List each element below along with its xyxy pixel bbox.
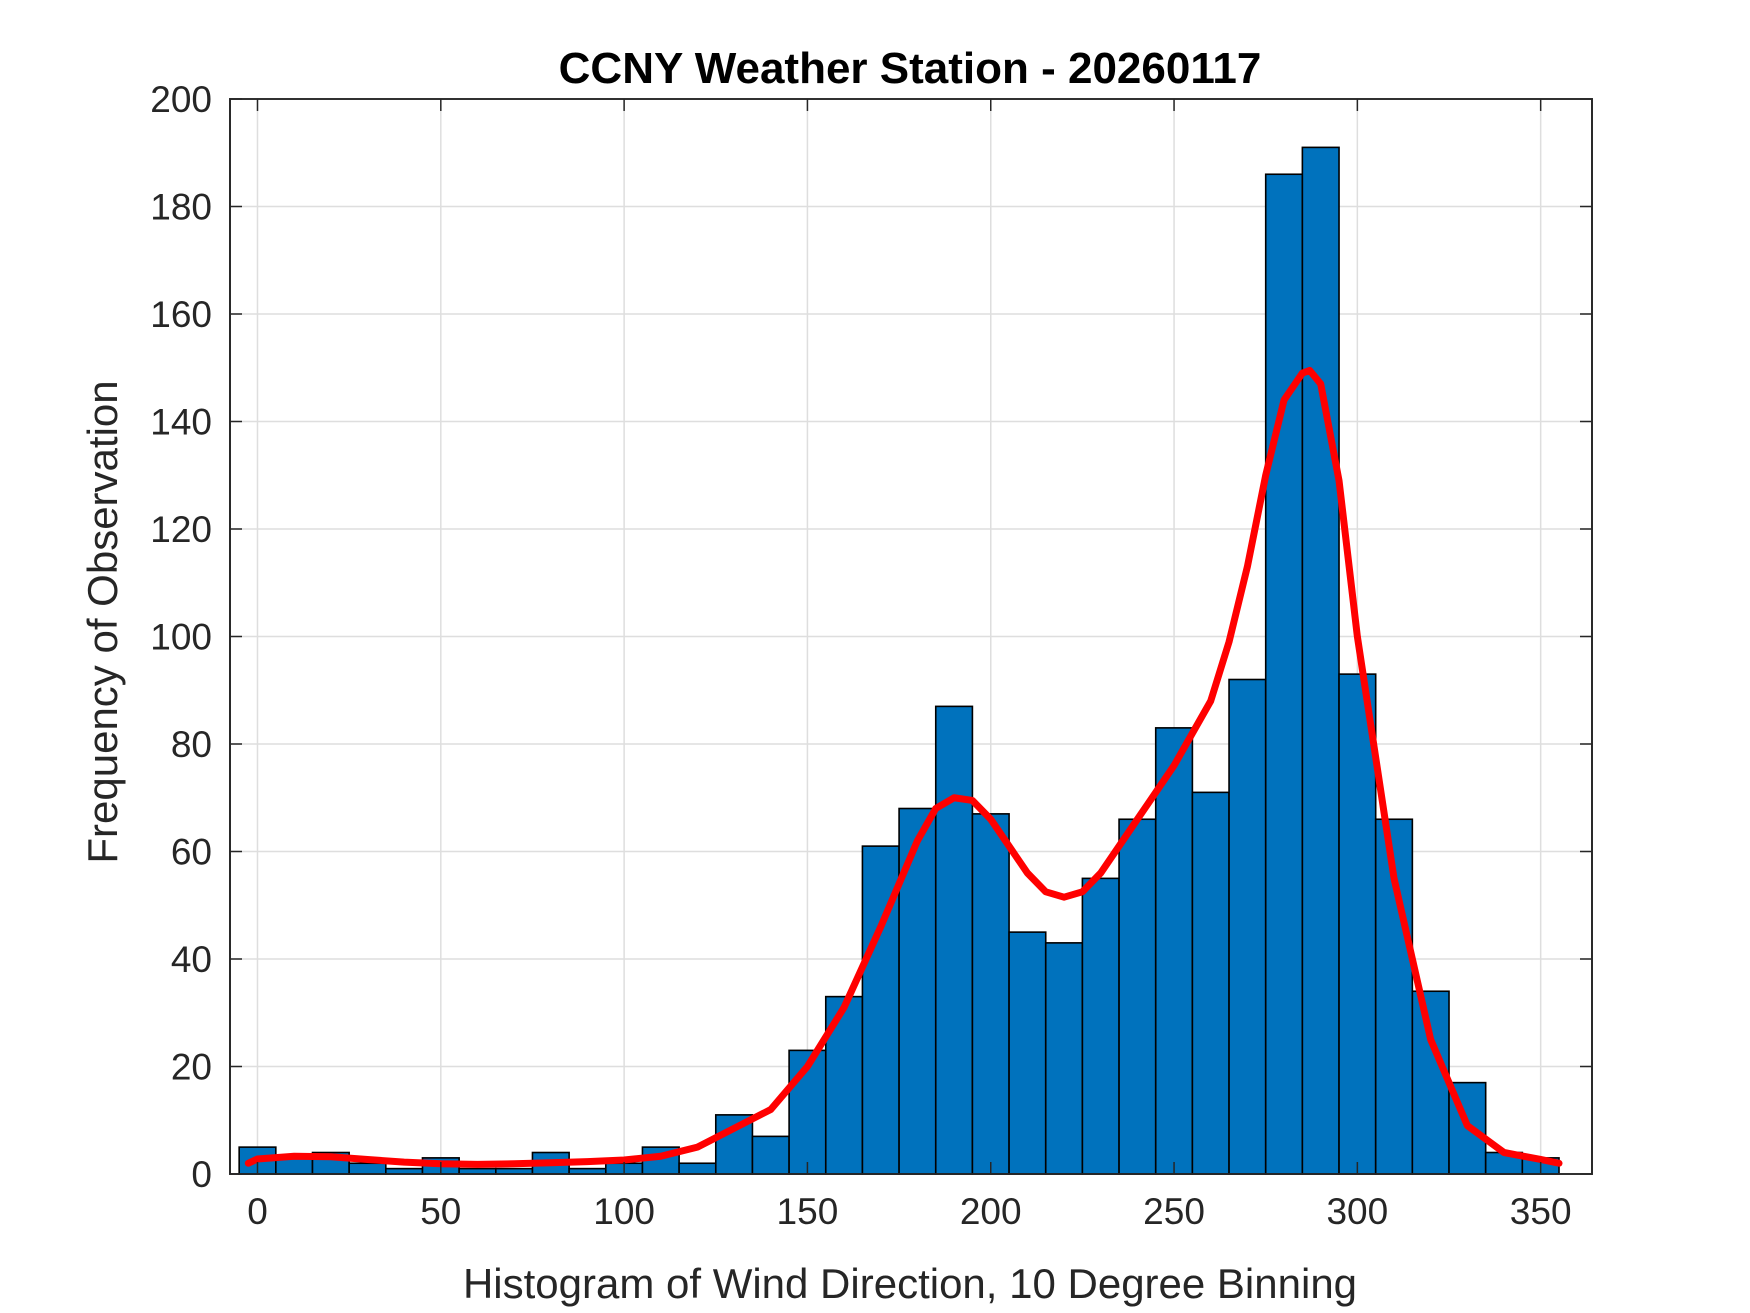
histogram-bar-260 (1191, 791, 1230, 1175)
fit-curve-line (244, 366, 1563, 1168)
x-tick-label-0: 0 (247, 1191, 268, 1232)
y-tick-label-2: 40 (171, 939, 212, 980)
x-axis-label: Histogram of Wind Direction, 10 Degree B… (463, 1260, 1357, 1307)
histogram-bar-240 (1118, 818, 1157, 1175)
x-tick-label-3: 150 (777, 1191, 839, 1232)
y-axis-label: Frequency of Observation (79, 380, 126, 863)
histogram-bar-320 (1411, 990, 1450, 1175)
y-tick-label-7: 140 (150, 402, 212, 443)
x-tick-label-1: 50 (420, 1191, 461, 1232)
x-tick-labels: 0 50 100 150 200 250 300 350 (247, 1191, 1571, 1232)
histogram-bar-290 (1301, 146, 1340, 1175)
y-tick-label-3: 60 (171, 832, 212, 873)
histogram-bar-200 (971, 813, 1010, 1175)
x-tick-label-7: 350 (1510, 1191, 1572, 1232)
y-tick-label-4: 80 (171, 724, 212, 765)
x-tick-label-4: 200 (960, 1191, 1022, 1232)
histogram-bar-120 (678, 1162, 717, 1175)
y-tick-label-9: 180 (150, 187, 212, 228)
histogram-bar-300 (1338, 673, 1377, 1175)
y-tick-label-5: 100 (150, 617, 212, 658)
y-tick-label-1: 20 (171, 1047, 212, 1088)
x-tick-label-2: 100 (593, 1191, 655, 1232)
plot-frame (229, 98, 1593, 1175)
histogram-bar-140 (751, 1135, 790, 1175)
chart-title: CCNY Weather Station - 20260117 (559, 44, 1262, 93)
y-tick-label-10: 200 (150, 79, 212, 120)
histogram-bar-180 (898, 807, 937, 1175)
axis-ticks (230, 98, 1592, 1175)
y-tick-label-0: 0 (191, 1154, 212, 1195)
histogram-bar-30 (348, 1162, 387, 1175)
histogram-bar-230 (1081, 877, 1120, 1175)
histogram-bar-210 (1008, 931, 1047, 1175)
y-tick-label-8: 160 (150, 294, 212, 335)
histogram-bar-250 (1154, 727, 1194, 1175)
histogram-bar-280 (1264, 173, 1304, 1175)
x-tick-label-5: 250 (1143, 1191, 1205, 1232)
histogram-bar-270 (1228, 678, 1267, 1175)
x-tick-label-6: 300 (1326, 1191, 1388, 1232)
histogram-bar-190 (934, 705, 974, 1175)
y-tick-label-6: 120 (150, 509, 212, 550)
histogram-bar-220 (1044, 942, 1084, 1175)
y-tick-labels: 0 20 40 60 80 100 120 140 160 180 200 (150, 79, 212, 1195)
